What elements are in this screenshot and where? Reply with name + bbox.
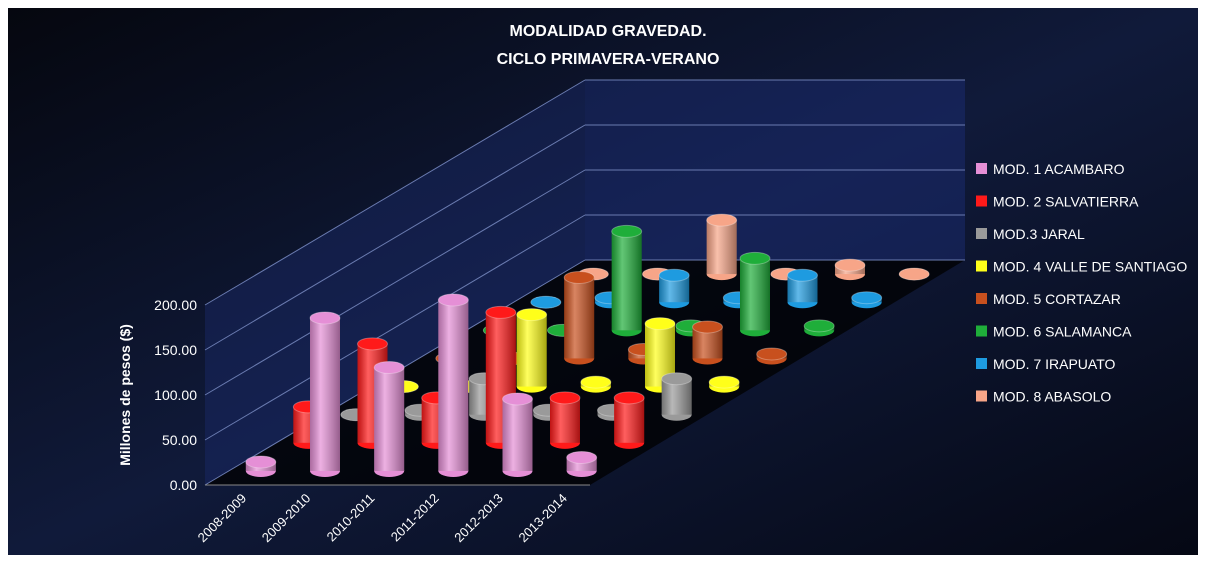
cylinder-top (611, 224, 643, 238)
cylinder-shade (502, 398, 533, 471)
legend-label: MOD. 1 ACAMBARO (993, 161, 1125, 177)
cylinder-shade (438, 299, 469, 471)
cylinder-top (613, 391, 645, 405)
y-tick-label: 50.00 (162, 432, 197, 448)
cylinder-top (245, 455, 277, 469)
cylinder (373, 360, 405, 477)
cylinder (708, 375, 740, 393)
legend-swatch (976, 358, 987, 369)
cylinder-top (834, 258, 866, 272)
cylinder-top (739, 251, 771, 265)
y-tick-label: 0.00 (170, 477, 197, 493)
cylinder-top (566, 450, 598, 464)
cylinder (803, 319, 835, 337)
legend-swatch (976, 325, 987, 337)
cylinder-top (803, 319, 835, 333)
cylinder (566, 450, 598, 477)
cylinder-top (563, 270, 595, 284)
grid-line (204, 169, 586, 396)
cylinder (530, 295, 562, 309)
legend-label: MOD. 8 ABASOLO (993, 389, 1111, 405)
cylinder-top (580, 375, 612, 389)
cylinder-top (756, 347, 788, 361)
cylinder (661, 372, 693, 421)
cylinder-shade (374, 367, 405, 471)
legend-label: MOD. 7 IRAPUATO (993, 356, 1116, 372)
y-tick-label: 150.00 (154, 342, 197, 358)
legend-swatch (976, 228, 987, 239)
cylinder-shade (310, 317, 340, 471)
cylinder-shade (740, 258, 770, 331)
cylinder (611, 224, 643, 337)
cylinder (787, 268, 818, 309)
cylinder-top (549, 391, 581, 405)
cylinder (309, 311, 341, 477)
cylinder-shade (550, 397, 580, 443)
cylinder-top (485, 305, 517, 319)
cylinder (580, 375, 612, 393)
cylinder (898, 267, 930, 281)
cylinder (516, 308, 548, 393)
cylinder-top (437, 293, 469, 307)
legend-swatch (976, 390, 987, 402)
y-tick-label: 200.00 (154, 297, 197, 313)
cylinder-shade (614, 397, 645, 443)
chart-subtitle: CICLO PRIMAVERA-VERANO (497, 51, 720, 68)
cylinder-shade (611, 231, 642, 331)
cylinder-shade (564, 277, 595, 359)
grid-line (204, 124, 586, 351)
cylinder-top (357, 337, 388, 351)
legend-swatch (976, 195, 987, 207)
legend-label: MOD. 5 CORTAZAR (993, 291, 1121, 307)
cylinder-top (644, 317, 676, 331)
legend-label: MOD.3 JARAL (993, 226, 1085, 242)
cylinder (756, 347, 788, 365)
cylinder-top (309, 311, 341, 325)
cylinder-top (851, 291, 883, 305)
legend-swatch (976, 163, 987, 174)
legend-swatch (976, 260, 987, 272)
cylinder-top (706, 213, 738, 227)
legend-label: MOD. 6 SALAMANCA (993, 324, 1132, 340)
cylinder (658, 268, 690, 309)
cylinder (563, 270, 595, 365)
cylinder-shade (516, 314, 547, 387)
cylinder (739, 251, 771, 337)
y-axis-title: Millones de pesos ($) (117, 324, 133, 466)
legend-label: MOD. 4 VALLE DE SANTIAGO (993, 259, 1187, 275)
cylinder-top (787, 268, 818, 282)
cylinder (834, 258, 866, 281)
cylinder-top (373, 360, 405, 374)
cylinder-top (516, 308, 548, 322)
cylinder (437, 293, 469, 477)
cylinder (644, 317, 676, 393)
cylinder-top (692, 320, 723, 334)
cylinder (692, 320, 723, 365)
cylinder-top (658, 268, 690, 282)
cylinder-top (708, 375, 740, 389)
cylinder (613, 391, 645, 449)
chart-title: MODALIDAD GRAVEDAD. (509, 23, 706, 40)
cylinder (706, 213, 738, 281)
cylinder (549, 391, 581, 449)
cylinder-shade (706, 220, 737, 275)
legend-swatch (976, 293, 987, 304)
grid-line (204, 214, 586, 441)
cylinder (502, 392, 533, 477)
cylinder-top (661, 372, 693, 386)
cylinder (851, 291, 883, 309)
legend-label: MOD. 2 SALVATIERRA (993, 194, 1139, 210)
cylinder-top (898, 267, 930, 281)
cylinder-top (530, 295, 562, 309)
grid-line (204, 79, 586, 306)
cylinder-top (502, 392, 533, 406)
cylinder (245, 455, 277, 477)
y-tick-label: 100.00 (154, 387, 197, 403)
